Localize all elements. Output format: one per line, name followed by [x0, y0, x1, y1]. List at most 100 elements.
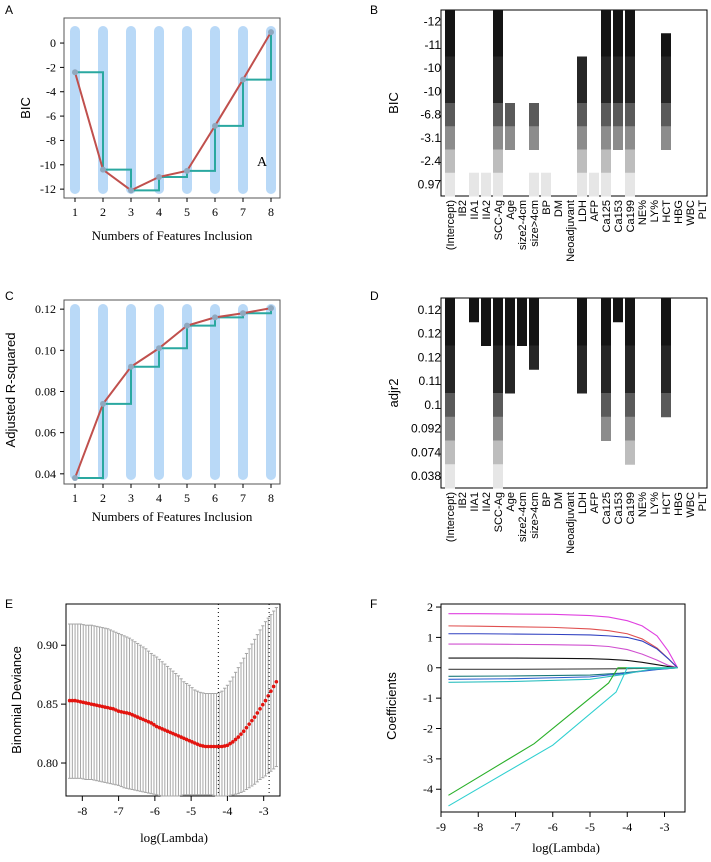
- panel-e-point: [274, 679, 279, 684]
- panel-d-cell: [625, 298, 635, 323]
- panel-b-row-label: -10: [424, 61, 442, 75]
- panel-b-cell: [601, 149, 611, 174]
- panel-b-col-label: IB2: [457, 200, 469, 217]
- panel-a-point: [128, 187, 134, 194]
- panel-b-cell: [493, 126, 503, 150]
- panel-b-cell: [445, 126, 455, 150]
- panel-b-cell: [613, 33, 623, 57]
- panel-d-adjr2-heatmap: 0.12 0.12 0.12 0.11 0.1 0.092 0.074 0.038 (Inter…: [386, 297, 709, 554]
- panel-e-point: [152, 722, 156, 727]
- panel-b-cell: [625, 126, 635, 150]
- panel-b-cell: [577, 172, 587, 197]
- panel-e-point: [195, 742, 200, 746]
- panel-d-cell: [577, 298, 587, 323]
- panel-c-line-series: [74, 307, 272, 479]
- panel-d-cell: [661, 393, 671, 418]
- panel-b-col-label: size>4cm: [529, 200, 541, 247]
- panel-d-cell: [601, 321, 611, 346]
- panel-e-point: [203, 744, 208, 749]
- panel-b-row-label: -10: [424, 84, 442, 98]
- panel-e-point: [73, 698, 77, 703]
- panel-a-x-tick-label: 5: [184, 205, 190, 219]
- panel-b-cell: [445, 172, 455, 197]
- panel-d-cell: [601, 369, 611, 394]
- panel-b-ylabel: BIC: [386, 92, 401, 114]
- panel-b-cell: [661, 33, 671, 57]
- panel-b-col-label: PLT: [697, 200, 709, 220]
- panel-f-x-tick-label: -6: [548, 820, 558, 834]
- panel-letter-e: E: [5, 597, 13, 611]
- panel-a-bar: [70, 26, 80, 194]
- panel-b-cell: [601, 10, 611, 34]
- panel-c-y-tick-label: 0.10: [35, 343, 56, 357]
- panel-b-cell: [625, 10, 635, 34]
- panel-e-point: [179, 735, 183, 739]
- panel-d-cell: [625, 321, 635, 346]
- panel-b-cell: [445, 33, 455, 57]
- panel-d-cell: [661, 321, 671, 346]
- panel-b-cell: [613, 79, 623, 104]
- panel-d-col-label: Age: [505, 492, 517, 512]
- panel-d-cell: [493, 321, 503, 346]
- panel-e-point: [157, 725, 162, 730]
- panel-d-cell: [613, 298, 623, 323]
- panel-e-point: [95, 703, 99, 708]
- panel-a-point: [268, 29, 274, 36]
- panel-b-bic-heatmap: -12-11-10-10-6.8-3.1-2.40.97(Intercept) I…: [386, 9, 709, 262]
- panel-c-x-tick-label: 3: [128, 491, 134, 505]
- panel-a-ylabel: BIC: [18, 97, 33, 119]
- panel-d-col-label: Neoadjuvant: [565, 492, 577, 554]
- panel-d-cell: [505, 369, 515, 394]
- panel-e-point: [228, 741, 232, 746]
- panel-f-x-tick-label: -9: [436, 820, 446, 834]
- panel-c-point: [72, 474, 78, 481]
- panel-e-point: [209, 744, 213, 749]
- panel-e-point: [135, 715, 140, 719]
- panel-b-col-label: AFP: [589, 200, 601, 221]
- panel-a-line-series: [74, 31, 272, 192]
- panel-a-x-tick-label: 1: [72, 205, 78, 219]
- panel-b-cell: [577, 126, 587, 150]
- panel-e-point: [255, 711, 260, 715]
- panel-f-coefficient-path: [448, 613, 679, 669]
- panel-b-col-label: HBG: [673, 200, 685, 224]
- panel-b-cell: [613, 103, 623, 127]
- panel-e-point: [133, 714, 137, 718]
- panel-b-cell: [577, 149, 587, 174]
- panel-b-cell: [505, 103, 515, 127]
- panel-b-cell: [493, 149, 503, 174]
- panel-d-cell: [517, 321, 527, 346]
- panel-f-coefficient-path-chart: -9 -8 -7 -6 -5 -4 -3 2 1 0 -1 -2 -3 -4 Coefficients l…: [384, 600, 686, 855]
- panel-e-x-tick-label: -5: [186, 804, 196, 818]
- panel-f-coefficient-path: [448, 625, 678, 669]
- panel-a-bar: [182, 26, 192, 194]
- panel-e-point: [116, 709, 121, 713]
- panel-e-x-tick-label: -8: [77, 804, 87, 818]
- panel-d-row-label: 0.074: [411, 445, 441, 459]
- panel-d-cell: [445, 298, 455, 323]
- panel-d-cell: [625, 345, 635, 370]
- panel-e-y-tick-label: 0.90: [37, 638, 58, 652]
- panel-a-y-tick-label: -4: [46, 85, 56, 99]
- panel-b-marks: -12-11-10-10-6.8-3.1-2.40.97(Intercept) I…: [418, 10, 709, 262]
- panel-a-marks: 1 2 3 4 5 6 7 8 0 -2 -4 -6 -8 -10 -12: [40, 26, 276, 219]
- panel-e-point: [269, 689, 273, 693]
- panel-e-point: [260, 702, 265, 707]
- panel-e-point: [143, 718, 148, 723]
- panel-a-bar: [210, 26, 220, 194]
- panel-b-col-label: size2-4cm: [517, 200, 529, 250]
- panel-f-coefficient-path: [448, 667, 678, 680]
- panel-b-col-label: (Intercept): [445, 200, 457, 250]
- panel-a-annotation: A: [257, 155, 268, 170]
- panel-c-y-tick-label: 0.08: [35, 384, 56, 398]
- panel-b-row-label: -3.1: [420, 131, 441, 145]
- panel-a-point: [184, 167, 190, 174]
- panel-d-ylabel: adjr2: [386, 379, 401, 408]
- panel-e-point: [89, 702, 94, 706]
- panel-b-col-label: Ca199: [625, 200, 637, 232]
- panel-a-y-tick-label: -6: [46, 109, 56, 123]
- panel-d-cell: [481, 321, 491, 346]
- panel-a-x-tick-label: 4: [156, 205, 162, 219]
- panel-f-x-tick-label: -5: [585, 820, 595, 834]
